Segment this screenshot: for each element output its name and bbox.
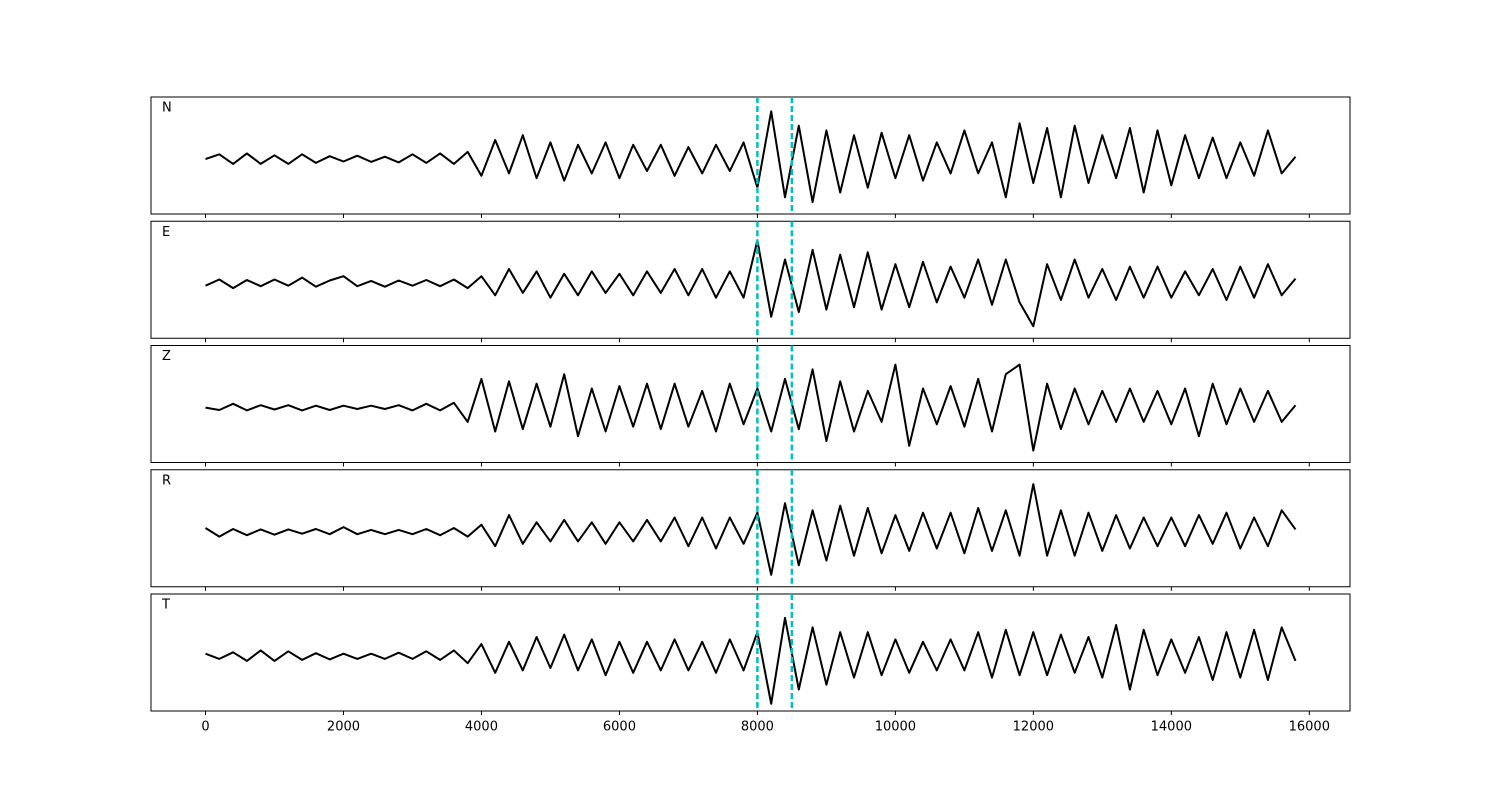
- x-tick-label: 14000: [1151, 720, 1192, 735]
- panel-label: N: [162, 101, 172, 116]
- panel-label: E: [162, 225, 170, 240]
- panel-frame: [150, 220, 1351, 339]
- panel-frame: [150, 345, 1351, 463]
- panel-label: R: [162, 473, 171, 488]
- x-tick-label: 8000: [741, 720, 774, 735]
- trace: [205, 110, 1297, 204]
- x-tick-label: 10000: [875, 720, 916, 735]
- panel-frame: [150, 593, 1351, 712]
- x-tick-label: 16000: [1289, 720, 1330, 735]
- x-tick-label: 0: [201, 720, 209, 735]
- panel-label: Z: [162, 349, 171, 364]
- trace: [204, 483, 1297, 576]
- x-tick-label: 12000: [1013, 720, 1054, 735]
- trace: [205, 616, 1297, 705]
- panel-frame: [150, 96, 1351, 215]
- panel-label: T: [161, 598, 170, 613]
- trace: [205, 363, 1297, 452]
- x-tick-label: 4000: [465, 720, 498, 735]
- x-tick-label: 6000: [603, 720, 636, 735]
- panel-frame: [150, 469, 1351, 588]
- x-tick-label: 2000: [327, 720, 360, 735]
- trace: [205, 239, 1297, 328]
